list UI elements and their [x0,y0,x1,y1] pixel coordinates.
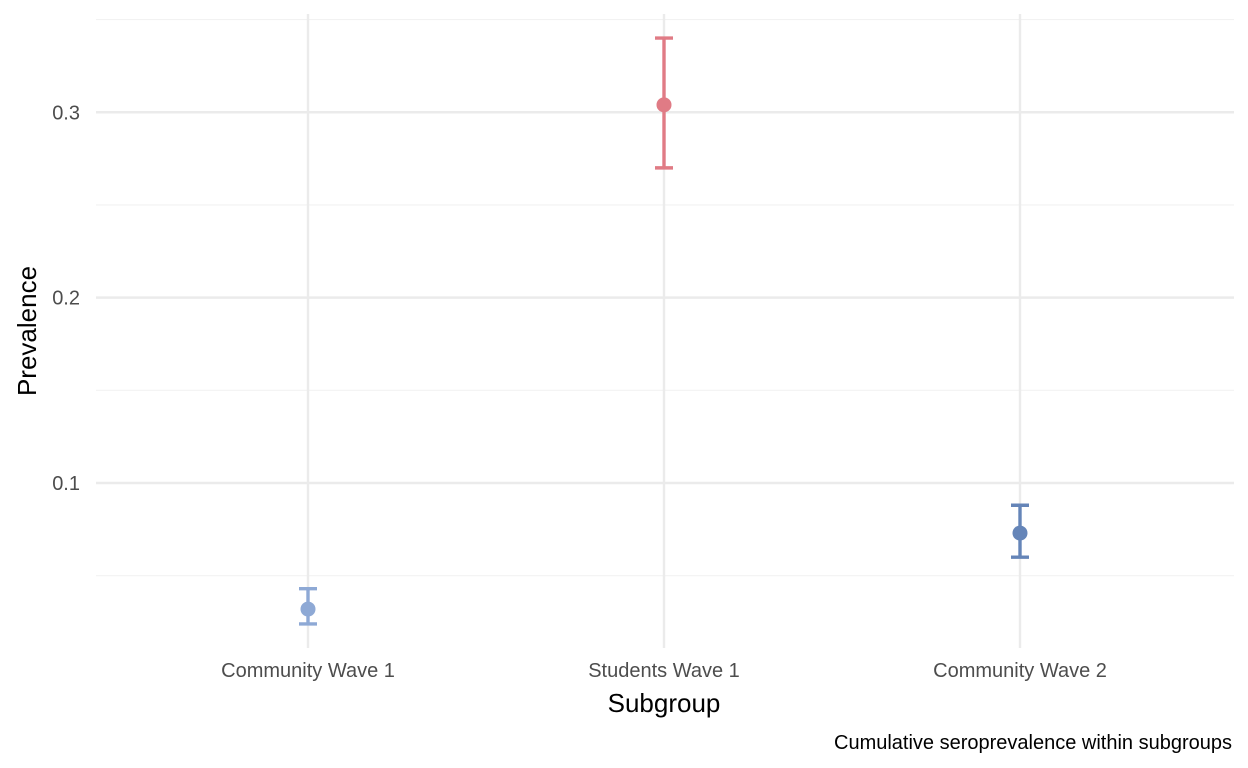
y-axis-title: Prevalence [12,266,42,396]
x-tick-label: Students Wave 1 [588,660,740,682]
y-tick-labels: 0.1 0.2 0.3 [52,102,80,495]
y-tick-label: 0.2 [52,288,80,310]
data-points [300,97,1028,617]
chart-caption: Cumulative seroprevalence within subgrou… [834,732,1232,754]
x-tick-label: Community Wave 2 [933,660,1107,682]
data-point [656,97,672,113]
x-tick-labels: Community Wave 1 Students Wave 1 Community… [221,660,1107,682]
y-tick-label: 0.1 [52,473,80,495]
data-point [300,601,316,617]
data-point [1012,525,1028,541]
x-axis-title: Subgroup [608,688,721,718]
y-tick-label: 0.3 [52,102,80,124]
x-tick-label: Community Wave 1 [221,660,395,682]
